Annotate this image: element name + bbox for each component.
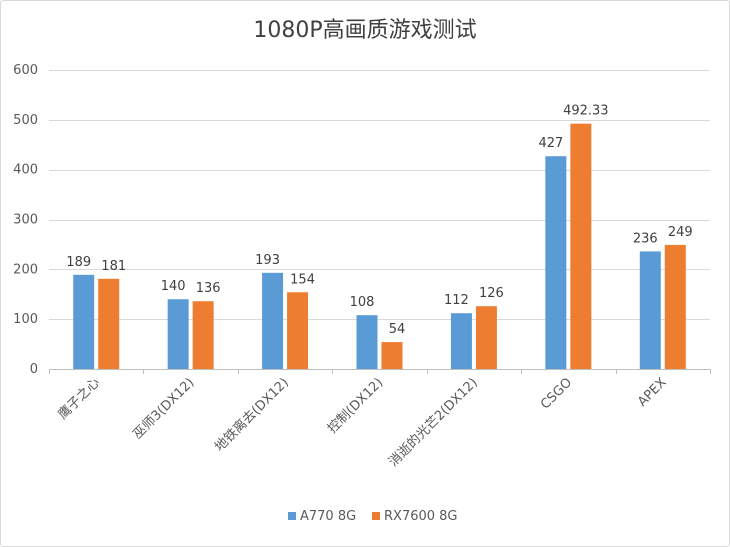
bar-a770	[639, 251, 661, 369]
bar-rx7600	[381, 342, 403, 369]
chart-title: 1080P高画质游戏测试	[253, 18, 476, 43]
bar-a770	[167, 299, 189, 369]
data-label: 136	[196, 281, 221, 296]
bar-rx7600	[664, 244, 686, 369]
bar-a770	[356, 315, 378, 369]
x-category-label: 控制(DX12)	[325, 375, 386, 436]
data-label: 236	[633, 231, 658, 246]
data-label: 193	[255, 253, 280, 268]
y-tick-label: 300	[13, 213, 38, 228]
data-label: 427	[538, 136, 563, 151]
bar-rx7600	[287, 292, 309, 369]
gridlines	[49, 70, 711, 374]
data-label: 112	[444, 293, 469, 308]
legend: A770 8G RX7600 8G	[288, 509, 458, 524]
data-label: 126	[479, 286, 504, 301]
bar-rx7600	[98, 278, 120, 369]
data-label: 108	[350, 295, 375, 310]
bar-a770	[450, 313, 472, 369]
data-label: 492.33	[563, 104, 609, 119]
x-category-label: APEX	[635, 375, 670, 410]
bars	[73, 123, 686, 369]
data-label: 140	[161, 279, 186, 294]
data-label: 181	[101, 259, 126, 274]
bar-a770	[545, 156, 567, 369]
x-category-label: 鹰子之心	[55, 375, 103, 423]
x-category-label: 消逝的光芒2(DX12)	[385, 375, 480, 470]
legend-label: A770 8G	[300, 509, 356, 524]
y-tick-label: 600	[13, 63, 38, 78]
x-category-label: 地铁离去(DX12)	[212, 375, 292, 455]
legend-swatch	[288, 512, 296, 520]
data-labels: 189 181 140 136 193 154 108 54 112 126 427 492.33 23…	[66, 104, 692, 337]
bar-a770	[262, 272, 284, 369]
y-tick-label: 200	[13, 262, 38, 277]
data-label: 54	[389, 322, 406, 337]
bar-a770	[73, 274, 95, 369]
bar-rx7600	[475, 306, 497, 369]
bar-rx7600	[192, 301, 214, 369]
y-tick-label: 400	[13, 163, 38, 178]
y-tick-label: 100	[13, 312, 38, 327]
legend-label: RX7600 8G	[384, 509, 458, 524]
bar-rx7600	[570, 123, 592, 369]
y-tick-label: 0	[30, 362, 38, 377]
y-axis-ticks: 0 100 200 300 400 500 600	[13, 63, 38, 377]
x-category-label: 巫师3(DX12)	[130, 375, 197, 442]
y-tick-label: 500	[13, 113, 38, 128]
x-axis-category-labels: 鹰子之心 巫师3(DX12) 地铁离去(DX12) 控制(DX12) 消逝的光芒2(DX…	[55, 375, 670, 470]
data-label: 189	[66, 255, 91, 270]
data-label: 154	[290, 272, 315, 287]
x-category-label: CSGO	[538, 375, 575, 412]
legend-swatch	[372, 512, 380, 520]
data-label: 249	[668, 225, 693, 240]
